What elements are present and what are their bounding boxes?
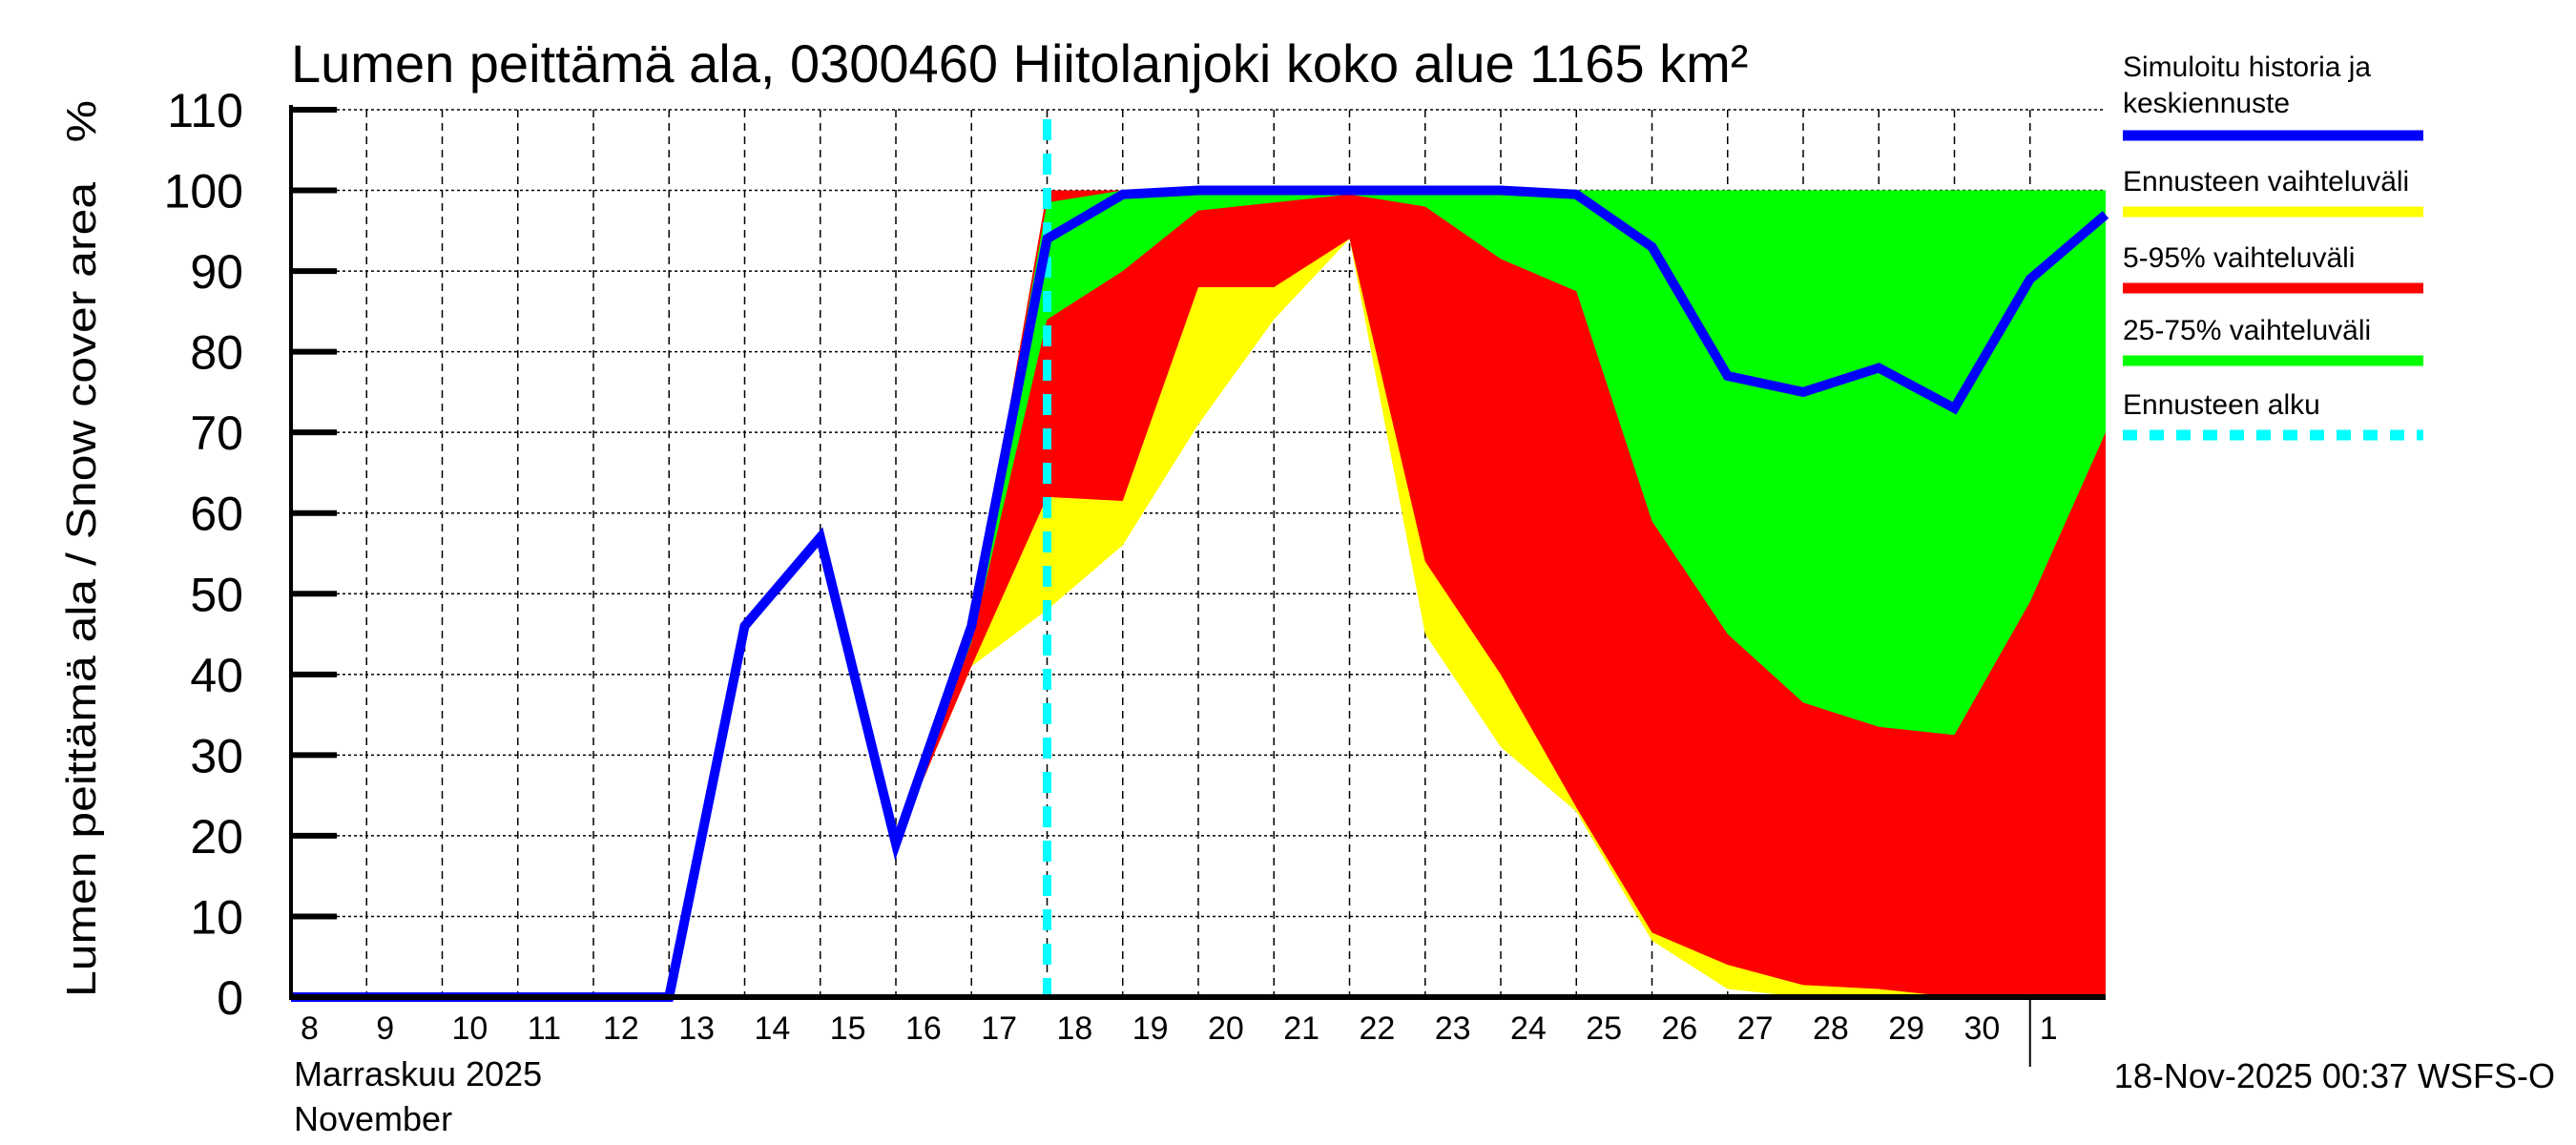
x-tick-label: 21 <box>1283 1010 1319 1047</box>
y-tick-label: 50 <box>190 568 243 621</box>
x-tick-label: 10 <box>452 1010 488 1047</box>
y-tick-label: 40 <box>190 649 243 702</box>
x-tick-label: 24 <box>1510 1010 1547 1047</box>
x-tick-label: 12 <box>603 1010 639 1047</box>
x-tick-label: 17 <box>981 1010 1017 1047</box>
y-tick-label: 0 <box>217 971 243 1025</box>
x-tick-label: 13 <box>678 1010 715 1047</box>
legend: Simuloitu historia ja keskiennuste Ennuste… <box>2123 52 2423 441</box>
x-tick-label: 9 <box>376 1010 394 1047</box>
x-tick-label: 22 <box>1360 1010 1396 1047</box>
legend-label: 5-95% vaihteluväli <box>2123 242 2355 274</box>
y-tick-label: 80 <box>190 326 243 380</box>
x-tick-label: 14 <box>755 1010 791 1047</box>
y-tick-label: 10 <box>190 890 243 944</box>
y-tick-label: 110 <box>167 84 243 137</box>
y-tick-label: 20 <box>190 810 243 864</box>
x-axis-label-fi: Marraskuu 2025 <box>294 1054 542 1093</box>
x-tick-label: 19 <box>1132 1010 1169 1047</box>
x-tick-label: 30 <box>1964 1010 2001 1047</box>
y-tick-label: 100 <box>164 165 243 219</box>
x-tick-label: 23 <box>1435 1010 1471 1047</box>
x-tick-label: 28 <box>1813 1010 1849 1047</box>
x-tick-label: 1 <box>2040 1010 2058 1047</box>
legend-label: Ennusteen alku <box>2123 389 2320 421</box>
x-tick-label: 27 <box>1737 1010 1774 1047</box>
y-tick-label: 90 <box>190 245 243 299</box>
legend-label: Ennusteen vaihteluväli <box>2123 166 2409 198</box>
axes: 8 9 10 11 12 13 14 15 16 17 18 19 20 21 22 23 24 25 26 27 28… <box>164 84 2106 1067</box>
y-axis-label: Lumen peittämä ala / Snow cover area % <box>58 100 105 997</box>
legend-label: 25-75% vaihteluväli <box>2123 315 2371 346</box>
x-tick-label: 25 <box>1586 1010 1622 1047</box>
band-25-75-vaihteluv-li <box>896 190 2106 844</box>
y-tick-label: 30 <box>190 729 243 782</box>
x-tick-label: 15 <box>830 1010 866 1047</box>
timestamp: 18-Nov-2025 00:37 WSFS-O <box>2114 1056 2555 1095</box>
y-tick-label: 60 <box>190 488 243 541</box>
x-tick-label: 8 <box>301 1010 319 1047</box>
x-tick-label: 11 <box>528 1010 561 1047</box>
x-tick-label: 16 <box>905 1010 942 1047</box>
x-tick-label: 18 <box>1057 1010 1093 1047</box>
x-tick-label: 29 <box>1888 1010 1924 1047</box>
y-tick-label: 70 <box>190 406 243 460</box>
x-tick-label: 20 <box>1208 1010 1244 1047</box>
legend-label: Simuloitu historia ja <box>2123 52 2371 83</box>
x-axis-label-en: November <box>294 1099 452 1138</box>
legend-label: keskiennuste <box>2123 88 2290 119</box>
chart-title: Lumen peittämä ala, 0300460 Hiitolanjoki… <box>291 33 1748 94</box>
x-tick-label: 26 <box>1662 1010 1698 1047</box>
